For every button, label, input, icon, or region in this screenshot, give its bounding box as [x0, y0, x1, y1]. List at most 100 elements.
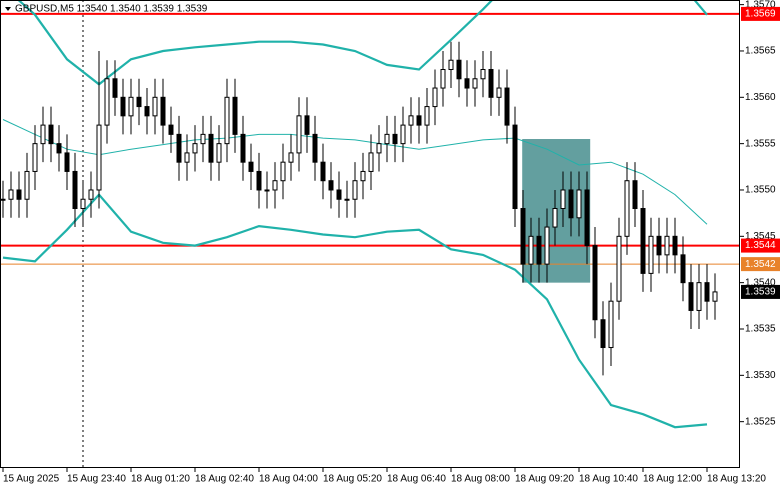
candle-body — [632, 180, 638, 210]
candle-body — [624, 180, 630, 237]
candle-body — [464, 78, 470, 89]
candle-body — [704, 282, 710, 302]
candle-body — [520, 208, 526, 265]
candle-body — [488, 69, 494, 98]
price-box-label: 1.3544 — [745, 240, 776, 251]
candle-body — [640, 208, 646, 274]
candle-body — [392, 133, 398, 145]
candle-body — [152, 96, 158, 117]
y-tick-label: 1.3570 — [745, 0, 776, 10]
x-tick-label: 18 Aug 02:40 — [195, 474, 254, 485]
candle-body — [16, 189, 22, 200]
x-tick-label: 18 Aug 01:20 — [131, 474, 190, 485]
x-tick-label: 18 Aug 04:00 — [259, 474, 318, 485]
x-tick-label: 18 Aug 05:20 — [323, 474, 382, 485]
candle-body — [424, 106, 430, 126]
candle-body — [256, 170, 262, 191]
candle-body — [96, 124, 102, 191]
x-tick-label: 18 Aug 13:20 — [707, 474, 766, 485]
y-tick-label: 1.3545 — [745, 231, 776, 242]
candle-body — [312, 133, 318, 163]
candle-body — [376, 143, 382, 154]
x-tick-label: 18 Aug 06:40 — [387, 474, 446, 485]
price-box-label: 1.3539 — [745, 287, 776, 298]
candle-body — [56, 143, 62, 154]
candle-body — [496, 87, 502, 98]
menu-arrow — [5, 7, 11, 11]
candle-body — [672, 235, 678, 256]
price-box — [741, 6, 780, 21]
y-tick-label: 1.3535 — [745, 324, 776, 335]
plot-area — [0, 0, 740, 468]
candle-body — [176, 133, 182, 163]
candle-body — [232, 96, 238, 135]
candle-body — [600, 319, 606, 349]
candle-body — [416, 115, 422, 126]
plot-frame — [0, 0, 740, 468]
candle-body — [88, 189, 94, 200]
candle-body — [184, 152, 190, 163]
candle-body — [656, 235, 662, 256]
candle-body — [8, 189, 14, 200]
candle-body — [592, 245, 598, 321]
candle-body — [280, 161, 286, 182]
candle-body — [472, 78, 478, 89]
candle-body — [544, 226, 550, 265]
candle-body — [568, 189, 574, 219]
y-tick-label: 1.3525 — [745, 416, 776, 427]
candle-body — [536, 235, 542, 265]
candle-body — [264, 189, 270, 192]
candle-body — [72, 170, 78, 210]
candle-body — [328, 180, 334, 191]
candle-body — [104, 78, 110, 126]
candle-body — [144, 106, 150, 117]
y-tick-label: 1.3550 — [745, 185, 776, 196]
candle-body — [64, 152, 70, 172]
candle-body — [32, 143, 38, 172]
candle-body — [352, 180, 358, 200]
candle-body — [112, 78, 118, 98]
y-tick-label: 1.3555 — [745, 138, 776, 149]
candle-body — [80, 198, 86, 210]
candle-body — [408, 115, 414, 126]
candle-body — [616, 235, 622, 302]
price-box-label: 1.3569 — [745, 9, 776, 20]
candle-body — [680, 254, 686, 284]
candle-body — [712, 291, 718, 302]
candle-body — [136, 96, 142, 108]
candle-body — [248, 161, 254, 172]
y-tick-label: 1.3540 — [745, 277, 776, 288]
candle-body — [208, 133, 214, 163]
candle-body — [344, 198, 350, 201]
candle-body — [240, 133, 246, 163]
candle-body — [320, 161, 326, 182]
y-tick-label: 1.3530 — [745, 370, 776, 381]
candle-body — [224, 96, 230, 145]
candle-body — [48, 124, 54, 145]
candle-body — [120, 96, 126, 117]
x-tick-label: 18 Aug 12:00 — [643, 474, 702, 485]
candle-body — [368, 152, 374, 172]
candle-body — [272, 180, 278, 191]
candle-body — [24, 170, 30, 200]
candle-body — [576, 189, 582, 219]
price-box — [741, 238, 780, 253]
candle-body — [128, 96, 134, 117]
chart-title: GBPUSD,M5 1.3540 1.3540 1.3539 1.3539 — [15, 4, 208, 15]
candle-body — [296, 115, 302, 154]
candle-body — [168, 124, 174, 135]
x-tick-label: 18 Aug 08:00 — [451, 474, 510, 485]
candle-body — [288, 152, 294, 163]
candle-body — [304, 115, 310, 135]
candle-body — [512, 124, 518, 210]
x-tick-label: 15 Aug 2025 — [3, 474, 60, 485]
bollinger-band — [2, 192, 708, 429]
candle-body — [432, 87, 438, 108]
candle-body — [528, 235, 534, 265]
candle-body — [552, 208, 558, 228]
candle-body — [336, 189, 342, 200]
candle-body — [40, 124, 46, 145]
